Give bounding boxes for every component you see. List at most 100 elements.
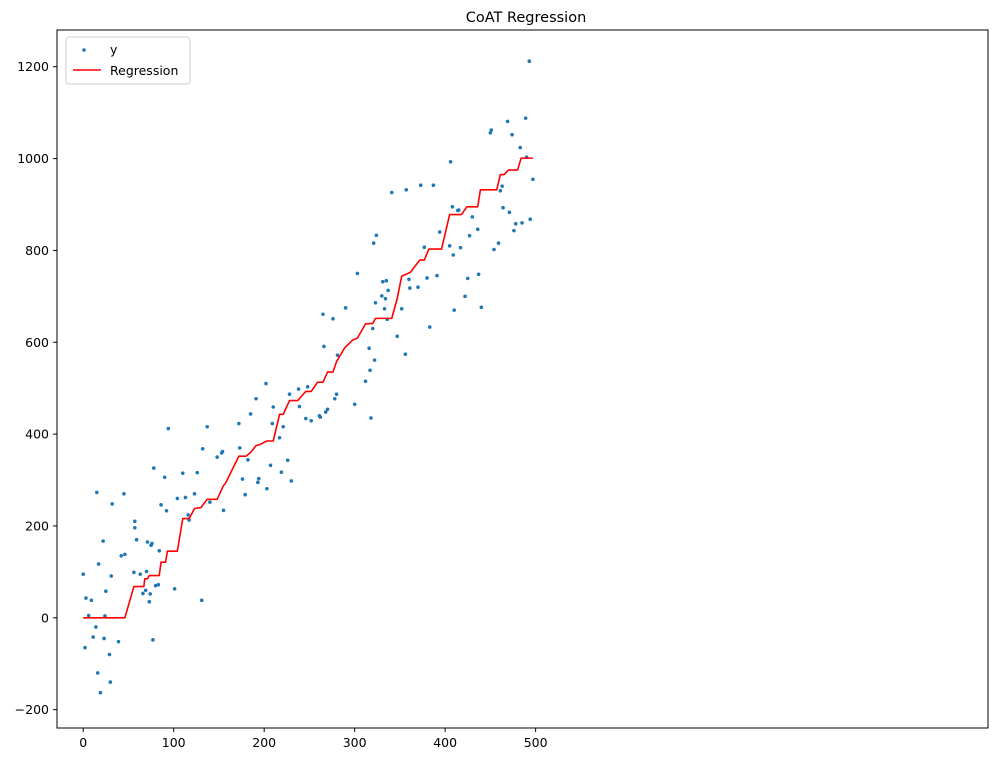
scatter-point-27: [138, 572, 143, 576]
scatter-point-108: [380, 294, 384, 298]
scatter-point-45: [172, 587, 177, 591]
scatter-point-155: [512, 228, 516, 233]
scatter-point-17: [109, 574, 114, 578]
scatter-point-1: [83, 645, 87, 650]
scatter-point-99: [363, 379, 368, 384]
scatter-point-12: [102, 636, 106, 641]
scatter-point-41: [159, 503, 163, 507]
legend-marker-y: [82, 48, 86, 52]
scatter-point-82: [297, 404, 302, 409]
chart-title: CoAT Regression: [466, 10, 587, 26]
scatter-point-118: [403, 352, 408, 357]
scatter-point-158: [520, 221, 524, 225]
scatter-point-85: [309, 418, 314, 423]
scatter-point-117: [399, 306, 404, 311]
scatter-point-53: [199, 598, 204, 603]
scatter-point-149: [498, 188, 503, 193]
scatter-point-153: [507, 210, 512, 215]
scatter-point-120: [407, 277, 411, 282]
axes-frame: [56, 29, 989, 729]
scatter-point-84: [305, 385, 310, 389]
scatter-point-66: [248, 412, 253, 416]
scatter-point-65: [246, 458, 250, 462]
scatter-point-87: [318, 415, 323, 419]
scatter-point-106: [373, 300, 378, 305]
scatter-point-78: [285, 458, 290, 463]
scatter-point-42: [162, 475, 167, 480]
scatter-point-10: [98, 690, 103, 695]
legend-frame: [65, 36, 191, 85]
scatter-point-54: [200, 447, 205, 451]
scatter-point-70: [264, 381, 268, 386]
scatter-point-97: [352, 402, 357, 407]
legend-label-regression: Regression: [110, 63, 178, 78]
scatter-point-62: [237, 446, 242, 450]
scatter-point-64: [243, 492, 247, 497]
scatter-point-2: [84, 596, 88, 600]
scatter-point-127: [431, 183, 436, 188]
scatter-point-6: [94, 625, 98, 629]
scatter-point-142: [475, 227, 480, 232]
scatter-point-49: [186, 513, 190, 517]
scatter-point-100: [367, 346, 371, 351]
scatter-point-96: [343, 306, 348, 310]
scatter-point-151: [501, 205, 505, 210]
scatter-point-16: [108, 680, 113, 684]
scatter-point-47: [180, 471, 185, 475]
scatter-point-150: [500, 184, 504, 188]
scatter-point-63: [240, 477, 245, 481]
scatter-point-15: [107, 652, 112, 657]
scatter-point-9: [96, 562, 101, 566]
scatter-point-21: [122, 492, 126, 496]
scatter-point-46: [175, 496, 180, 501]
scatter-point-107: [374, 233, 379, 238]
scatter-point-43: [164, 508, 169, 513]
scatter-point-3: [86, 613, 91, 618]
scatter-point-29: [143, 588, 148, 593]
scatter-point-123: [418, 183, 423, 188]
scatter-point-18: [110, 502, 114, 506]
y-tick-label-200: 200: [25, 518, 49, 533]
scatter-point-23: [132, 570, 136, 575]
scatter-point-0: [81, 572, 86, 576]
scatter-point-73: [270, 421, 275, 426]
scatter-point-75: [277, 435, 282, 440]
scatter-point-79: [287, 392, 292, 396]
scatter-point-111: [383, 296, 388, 301]
scatter-point-128: [435, 273, 439, 278]
scatter-point-139: [465, 276, 470, 281]
scatter-point-126: [427, 325, 432, 329]
x-tick-label-100: 100: [162, 735, 186, 750]
scatter-point-68: [256, 480, 260, 485]
scatter-point-157: [518, 145, 523, 150]
scatter-point-104: [371, 241, 376, 245]
scatter-point-72: [268, 463, 273, 468]
scatter-point-20: [119, 554, 124, 558]
scatter-point-22: [123, 552, 127, 557]
scatter-point-159: [523, 116, 528, 120]
scatter-point-102: [369, 416, 373, 420]
scatter-point-80: [289, 479, 294, 483]
scatter-point-44: [166, 426, 171, 431]
scatter-point-140: [467, 233, 472, 238]
scatter-point-60: [221, 508, 226, 513]
scatter-point-91: [325, 407, 330, 412]
scatter-point-28: [141, 591, 145, 596]
scatter-point-89: [322, 344, 326, 349]
scatter-point-81: [296, 387, 301, 391]
scatter-point-145: [488, 131, 493, 135]
scatter-point-95: [335, 353, 340, 357]
scatter-point-14: [104, 589, 108, 593]
scatter-point-156: [513, 221, 518, 226]
y-tick-label-800: 800: [25, 243, 49, 258]
scatter-point-138: [463, 294, 467, 299]
scatter-point-94: [334, 392, 339, 396]
scatter-point-114: [386, 288, 390, 293]
scatter-point-55: [205, 424, 209, 429]
scatter-point-8: [95, 671, 100, 675]
scatter-point-71: [265, 486, 269, 491]
scatter-point-48: [183, 495, 188, 500]
regression-line: [83, 157, 533, 619]
legend-label-y: y: [110, 42, 118, 57]
